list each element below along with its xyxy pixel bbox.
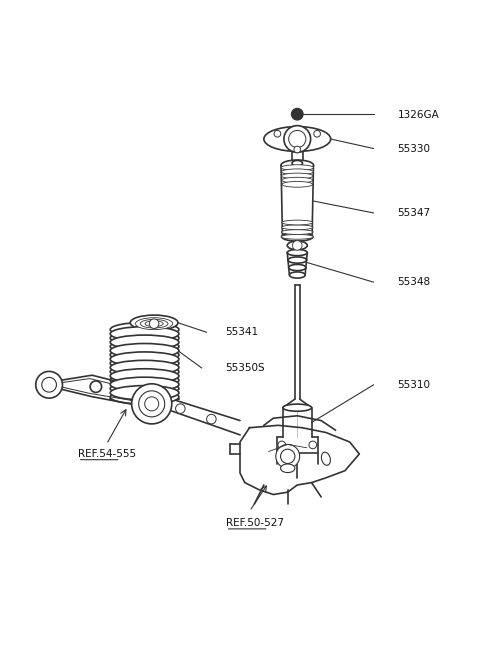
Ellipse shape	[281, 173, 313, 179]
Ellipse shape	[288, 257, 307, 263]
Ellipse shape	[110, 356, 179, 371]
Ellipse shape	[110, 360, 179, 375]
Ellipse shape	[110, 352, 179, 366]
Ellipse shape	[281, 464, 295, 472]
Ellipse shape	[288, 265, 306, 271]
Ellipse shape	[281, 169, 313, 175]
Ellipse shape	[140, 320, 168, 328]
Ellipse shape	[289, 272, 305, 278]
Text: REF.50-527: REF.50-527	[226, 518, 284, 528]
Circle shape	[139, 391, 165, 417]
Text: 55341: 55341	[226, 328, 259, 337]
Circle shape	[42, 377, 57, 392]
Circle shape	[281, 449, 295, 464]
Circle shape	[291, 109, 303, 120]
Ellipse shape	[110, 339, 179, 354]
Text: 55350S: 55350S	[226, 363, 265, 373]
Circle shape	[292, 240, 302, 250]
Circle shape	[206, 415, 216, 424]
Circle shape	[288, 130, 306, 147]
Ellipse shape	[110, 381, 179, 396]
Text: 1326GA: 1326GA	[397, 110, 439, 120]
Circle shape	[284, 126, 311, 153]
Ellipse shape	[282, 220, 313, 225]
Ellipse shape	[287, 241, 307, 250]
Text: 55330: 55330	[397, 143, 431, 153]
Ellipse shape	[110, 365, 179, 379]
Ellipse shape	[130, 315, 178, 330]
Ellipse shape	[281, 230, 313, 234]
Ellipse shape	[110, 331, 179, 345]
Circle shape	[278, 441, 286, 449]
Ellipse shape	[110, 390, 179, 404]
Ellipse shape	[145, 321, 163, 327]
Circle shape	[90, 381, 102, 392]
Ellipse shape	[292, 160, 302, 166]
Ellipse shape	[135, 318, 173, 329]
Ellipse shape	[287, 250, 307, 255]
Ellipse shape	[110, 369, 179, 383]
Circle shape	[274, 130, 281, 137]
Text: 55348: 55348	[397, 277, 431, 287]
Ellipse shape	[282, 178, 313, 183]
Ellipse shape	[110, 377, 179, 392]
Text: 55310: 55310	[397, 380, 431, 390]
Circle shape	[294, 146, 300, 153]
Circle shape	[314, 130, 321, 137]
Ellipse shape	[110, 327, 179, 341]
Ellipse shape	[110, 335, 179, 349]
Ellipse shape	[282, 181, 312, 187]
Ellipse shape	[110, 386, 179, 400]
Text: 55347: 55347	[397, 208, 431, 218]
Ellipse shape	[110, 373, 179, 387]
Text: REF.54-555: REF.54-555	[78, 449, 136, 459]
Ellipse shape	[110, 322, 179, 337]
Ellipse shape	[283, 404, 312, 411]
Circle shape	[176, 404, 185, 413]
Ellipse shape	[110, 343, 179, 358]
Ellipse shape	[281, 165, 313, 170]
Circle shape	[276, 445, 300, 468]
Circle shape	[132, 384, 172, 424]
Circle shape	[144, 397, 159, 411]
Ellipse shape	[281, 225, 313, 230]
Circle shape	[36, 371, 62, 398]
Ellipse shape	[264, 126, 331, 151]
Ellipse shape	[281, 160, 313, 170]
Circle shape	[309, 441, 317, 449]
Ellipse shape	[281, 234, 313, 239]
Circle shape	[149, 319, 159, 328]
Ellipse shape	[110, 348, 179, 362]
Ellipse shape	[322, 452, 330, 465]
Ellipse shape	[282, 233, 313, 241]
